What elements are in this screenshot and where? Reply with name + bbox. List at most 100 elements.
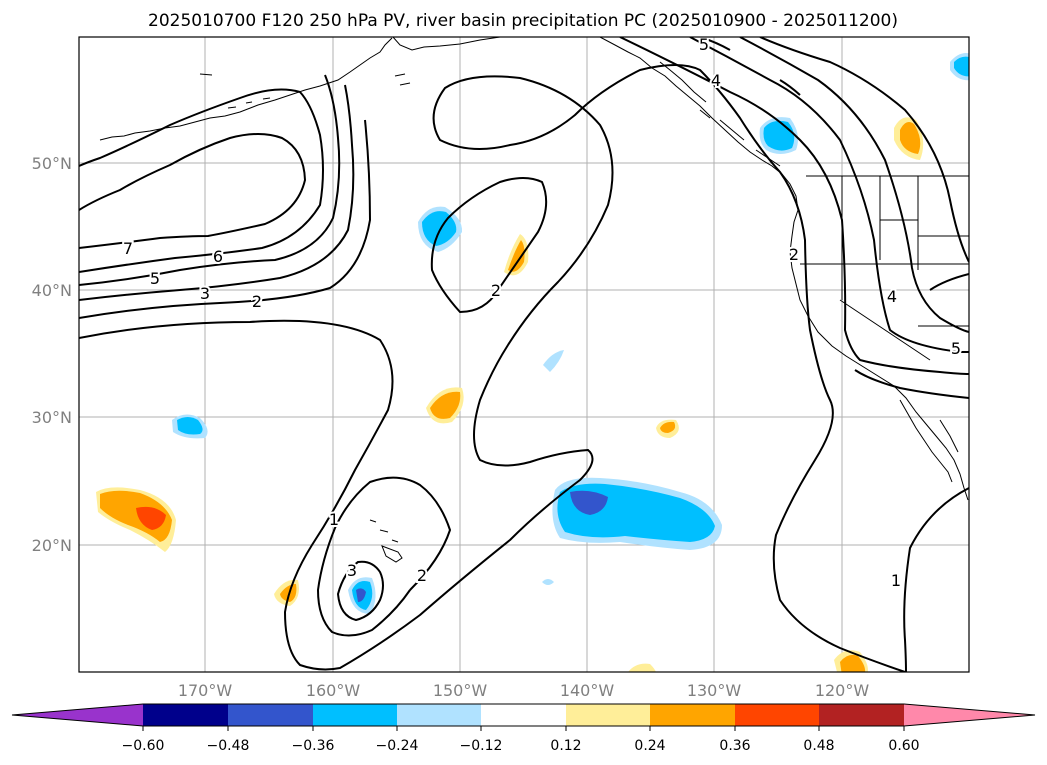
colorbar-ticks — [142, 726, 905, 731]
contour-label-5-top: 5 — [699, 35, 709, 54]
lon-label-120w: 120°W — [815, 681, 870, 700]
contour-label-1-east: 1 — [891, 571, 901, 590]
colorbar-label: −0.60 — [122, 738, 165, 754]
precip-blob-positive-west-peak — [136, 506, 166, 530]
colorbar-bin-2 — [228, 704, 313, 726]
lon-label-160w: 160°W — [306, 681, 361, 700]
contour-5-east — [929, 273, 969, 291]
precip-blob-positive-163w-16n-core — [280, 584, 297, 602]
contour-label-1-central: 1 — [329, 510, 339, 529]
colorbar-label: −0.12 — [460, 738, 503, 754]
colorbar-label: 0.48 — [803, 738, 834, 754]
contour-label-3: 3 — [200, 284, 210, 303]
colorbar: −0.60 −0.48 −0.36 −0.24 −0.12 0.12 0.24 … — [11, 703, 1036, 754]
contour-label-4-top: 4 — [711, 71, 721, 90]
figure-title: 2025010700 F120 250 hPa PV, river basin … — [148, 11, 898, 31]
contour-label-7: 7 — [123, 239, 133, 258]
colorbar-bin-8 — [735, 704, 819, 726]
colorbar-label: 0.24 — [634, 738, 665, 754]
colorbar-labels: −0.60 −0.48 −0.36 −0.24 −0.12 0.12 0.24 … — [122, 738, 920, 754]
pv-contours — [79, 37, 969, 672]
contour-4-far-east — [759, 37, 969, 263]
colorbar-label: −0.48 — [207, 738, 250, 754]
coast-aleutian-islands — [199, 73, 411, 109]
contour-label-6: 6 — [213, 247, 223, 266]
lat-label-40n: 40°N — [32, 281, 72, 300]
colorbar-label: −0.24 — [376, 738, 419, 754]
contour-label-2-south: 2 — [417, 566, 427, 585]
lon-label-140w: 140°W — [560, 681, 615, 700]
contour-label-3-south: 3 — [347, 561, 357, 580]
contour-2-south — [316, 476, 452, 637]
colorbar-label: 0.60 — [888, 738, 919, 754]
colorbar-extend-high — [904, 704, 1035, 726]
precip-blob-negative-143w-17n — [542, 579, 554, 585]
lon-labels: 170°W 160°W 150°W 140°W 130°W 120°W — [178, 681, 870, 700]
contour-3 — [79, 84, 355, 301]
border-states-1 — [800, 176, 969, 361]
contour-label-group: 7 6 5 3 2 2 1 3 2 5 4 2 4 5 1 — [121, 35, 963, 592]
contour-2-north — [79, 119, 372, 319]
precip-shading — [96, 53, 969, 672]
coast-hawaii — [369, 519, 403, 563]
contour-2-loop — [430, 177, 548, 314]
contour-1-far-east — [854, 369, 969, 399]
coast-bc-islands — [659, 61, 781, 167]
contour-4-east — [739, 37, 969, 333]
colorbar-extend-low — [12, 704, 143, 726]
colorbar-bin-6 — [566, 704, 650, 726]
precip-blob-negative-143w-35n — [543, 350, 564, 372]
colorbar-label: −0.36 — [292, 738, 335, 754]
precip-blob-positive-150w-31n-core — [430, 391, 461, 419]
precip-blob-positive-133w-29n-core — [660, 421, 676, 433]
precip-blob-positive-bottom-center — [628, 663, 656, 672]
lon-label-170w: 170°W — [178, 681, 233, 700]
precip-blob-positive-alberta-core — [900, 122, 921, 154]
colorbar-bin-4 — [397, 704, 481, 726]
colorbar-bin-3 — [313, 704, 397, 726]
contour-label-2-east: 2 — [789, 245, 799, 264]
colorbar-label: 0.12 — [550, 738, 581, 754]
contour-1-southeast — [903, 487, 969, 672]
contour-label-5-east: 5 — [951, 339, 961, 358]
contour-label-5: 5 — [150, 269, 160, 288]
coast-aleutians — [99, 37, 393, 141]
contour-3-south — [336, 560, 384, 622]
colorbar-label: 0.36 — [719, 738, 750, 754]
precip-blob-positive-bottom-right-core — [840, 654, 866, 672]
gridlines — [79, 37, 969, 672]
map-frame — [78, 36, 970, 673]
precip-blob-negative-top-right-core — [954, 56, 969, 77]
precip-blob-negative-170w-core — [177, 417, 203, 435]
colorbar-bin-7 — [650, 704, 735, 726]
lat-label-30n: 30°N — [32, 408, 72, 427]
contour-1-main — [79, 64, 906, 672]
contour-label-2-west: 2 — [252, 292, 262, 311]
colorbar-bin-9 — [819, 704, 904, 726]
lat-label-50n: 50°N — [32, 154, 72, 173]
precip-blob-positive-145w-core — [508, 240, 525, 272]
contour-2-east — [619, 37, 969, 375]
border-states-2 — [880, 219, 969, 237]
contour-label-4-east: 4 — [887, 287, 897, 306]
lon-label-150w: 150°W — [433, 681, 488, 700]
precip-blob-negative-158w-16n-peak — [356, 588, 366, 602]
lat-label-20n: 20°N — [32, 536, 72, 555]
coast-alaska-panhandle — [599, 37, 969, 501]
contour-3-east — [689, 37, 969, 353]
contour-label-2-loop: 2 — [491, 281, 501, 300]
colorbar-bin-5 — [481, 704, 566, 726]
coast-baja — [899, 399, 959, 483]
coast-alaska-south — [392, 37, 501, 51]
precip-blob-negative-central-peak — [570, 490, 608, 515]
contour-5-top — [699, 37, 801, 96]
coastlines — [99, 37, 969, 563]
lon-label-130w: 130°W — [687, 681, 742, 700]
map-panel: 7 6 5 3 2 2 1 3 2 5 4 2 4 5 1 — [79, 35, 969, 672]
lat-labels: 50°N 40°N 30°N 20°N — [32, 154, 72, 555]
contour-6 — [79, 88, 324, 273]
contour-5 — [79, 74, 341, 286]
colorbar-bin-1 — [143, 704, 228, 726]
contour-7 — [79, 133, 307, 249]
